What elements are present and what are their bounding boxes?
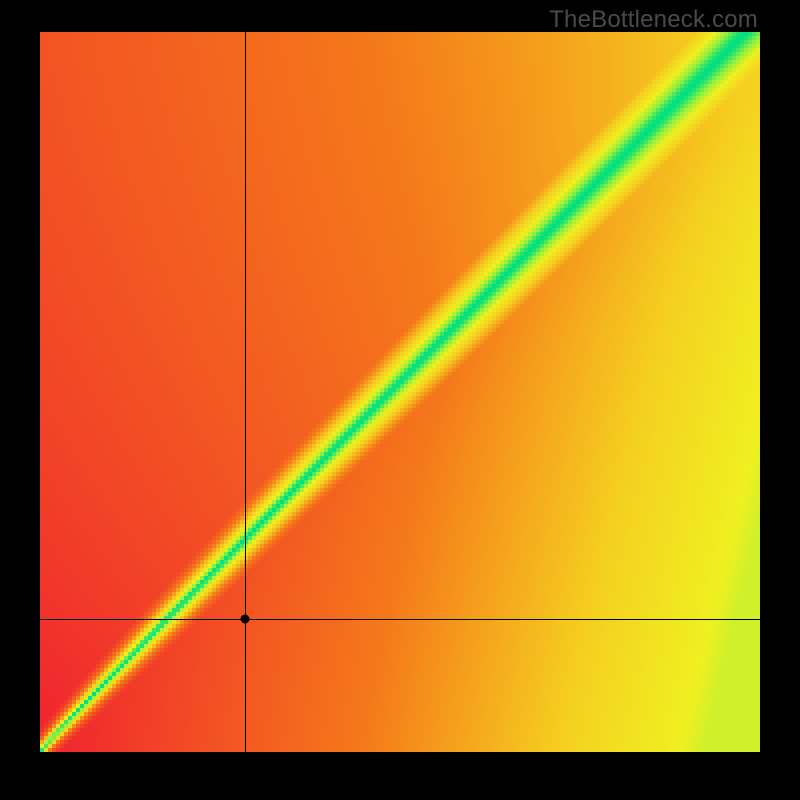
crosshair-marker-dot: [241, 614, 250, 623]
crosshair-horizontal: [40, 619, 760, 620]
watermark-text: TheBottleneck.com: [549, 6, 758, 34]
crosshair-vertical: [245, 32, 246, 752]
heatmap-plot: [40, 32, 760, 752]
heatmap-canvas: [40, 32, 760, 752]
